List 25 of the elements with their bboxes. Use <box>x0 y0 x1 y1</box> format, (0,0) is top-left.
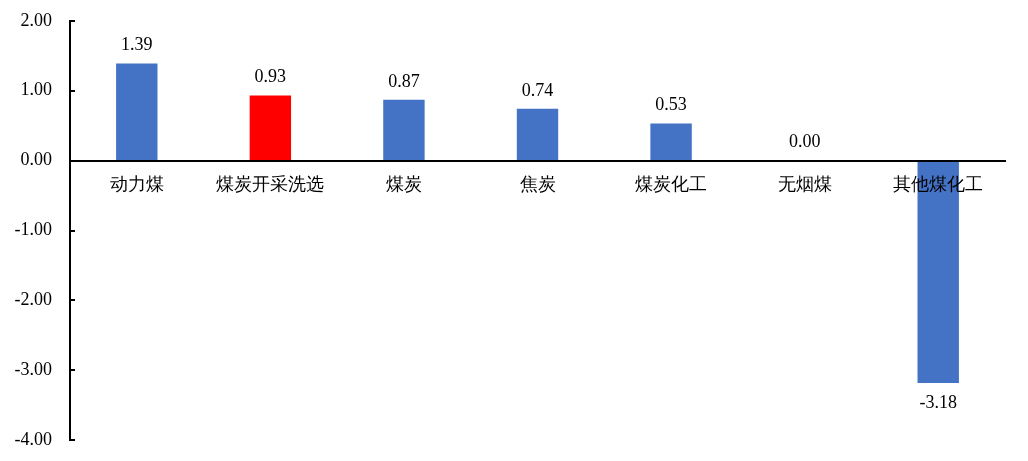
data-label: 0.00 <box>788 131 821 152</box>
bar <box>383 99 425 161</box>
data-label: 0.93 <box>254 66 287 87</box>
data-label: 0.74 <box>521 79 554 100</box>
y-tick-label: 2.00 <box>20 9 52 30</box>
y-tick-label: 0.00 <box>20 149 52 170</box>
data-label: 0.87 <box>388 70 420 91</box>
bar <box>650 123 692 161</box>
y-tick-label: -1.00 <box>14 219 52 240</box>
data-label: 0.53 <box>655 94 687 115</box>
y-tick-label: -2.00 <box>14 289 52 310</box>
x-tick-label: 无烟煤 <box>777 173 832 195</box>
bar <box>516 108 559 161</box>
x-tick-label: 焦炭 <box>519 173 556 195</box>
x-tick-label: 煤炭化工 <box>635 173 708 195</box>
bar <box>249 95 292 161</box>
y-tick-label: -3.00 <box>14 359 52 380</box>
y-tick-label: 1.00 <box>20 79 52 100</box>
bar <box>116 63 158 161</box>
x-tick-label: 煤炭 <box>385 173 422 195</box>
x-tick-label: 动力煤 <box>109 173 164 195</box>
y-tick-label: -4.00 <box>14 428 52 449</box>
x-tick-label: 煤炭开采洗选 <box>216 173 325 195</box>
data-label: 1.39 <box>121 34 153 55</box>
data-label: -3.18 <box>919 391 957 412</box>
